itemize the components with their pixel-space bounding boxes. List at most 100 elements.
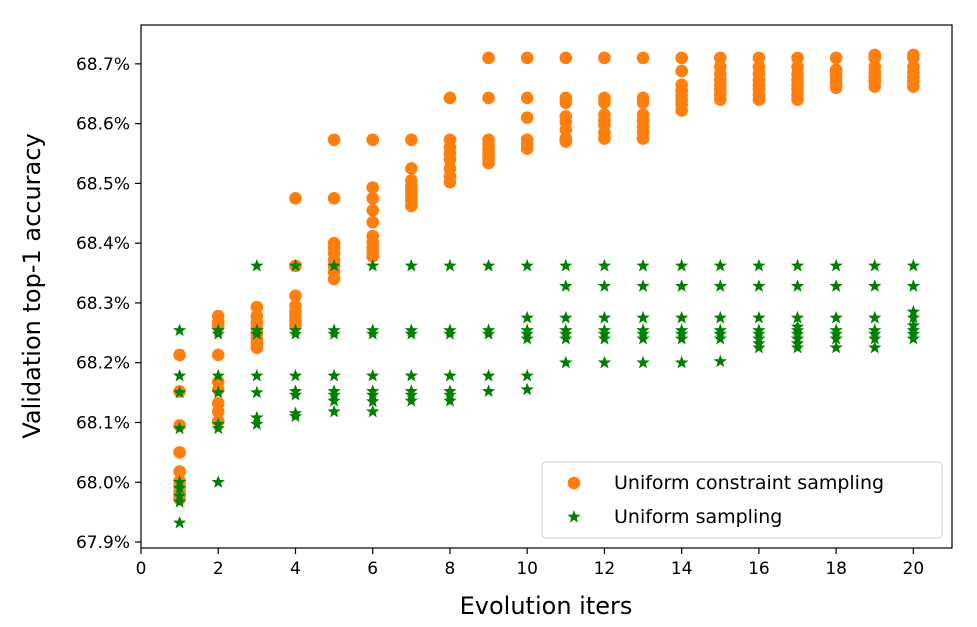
data-point	[405, 199, 418, 213]
data-point	[559, 310, 573, 324]
data-point	[211, 421, 225, 435]
data-point	[598, 96, 611, 110]
data-point	[366, 368, 380, 382]
x-tick-label: 14	[671, 559, 693, 579]
data-point	[675, 310, 689, 324]
data-point	[907, 51, 920, 65]
data-point	[288, 327, 303, 340]
data-point	[636, 96, 650, 110]
x-tick-label: 4	[290, 559, 301, 579]
x-tick-label: 10	[516, 559, 538, 579]
data-point	[288, 387, 303, 401]
data-point	[906, 258, 921, 272]
data-point	[520, 368, 534, 382]
data-point	[366, 327, 380, 340]
data-point	[404, 393, 418, 407]
data-point	[211, 475, 225, 488]
data-point	[636, 331, 650, 345]
legend-label-uniform-constraint-sampling: Uniform constraint sampling	[614, 472, 884, 494]
data-point	[906, 331, 921, 345]
data-point	[790, 279, 805, 292]
data-point	[520, 142, 534, 156]
data-point	[713, 310, 727, 324]
data-point	[250, 300, 264, 314]
data-point	[636, 258, 650, 272]
data-point	[172, 323, 187, 337]
data-point	[327, 393, 341, 407]
data-point	[636, 310, 650, 324]
data-point	[829, 310, 843, 324]
data-point	[790, 310, 805, 324]
y-tick-label: 68.1%	[76, 413, 130, 433]
legend-marker-circle	[567, 476, 581, 490]
data-point	[288, 258, 303, 272]
data-point	[327, 258, 341, 272]
data-point	[713, 51, 727, 65]
data-point	[404, 368, 418, 382]
data-point	[288, 409, 303, 423]
data-point	[443, 175, 457, 189]
data-point	[713, 279, 727, 292]
data-point	[481, 327, 496, 340]
data-point	[366, 250, 380, 263]
data-point	[366, 192, 380, 205]
data-point	[250, 258, 264, 272]
data-point	[366, 203, 380, 217]
data-point	[327, 272, 341, 286]
data-point	[906, 310, 921, 324]
data-point	[327, 192, 341, 205]
data-point	[829, 81, 843, 95]
data-point	[443, 368, 457, 382]
data-point	[675, 104, 688, 117]
data-point	[443, 258, 457, 272]
y-tick-label: 68.6%	[76, 115, 130, 135]
data-point	[366, 394, 380, 408]
data-point	[366, 133, 380, 147]
data-point	[598, 132, 611, 145]
data-point	[173, 446, 186, 459]
data-point	[327, 327, 341, 340]
data-point	[250, 385, 264, 399]
data-point	[404, 327, 418, 340]
data-point	[327, 133, 341, 147]
series-uniform-sampling	[172, 258, 921, 529]
legend-marker-star	[567, 510, 581, 523]
data-point	[868, 340, 882, 354]
data-point	[752, 340, 766, 354]
data-point	[173, 465, 186, 478]
data-point	[597, 355, 612, 369]
data-point	[752, 258, 766, 272]
data-point	[172, 494, 187, 508]
data-point	[559, 355, 573, 369]
data-point	[713, 258, 727, 272]
data-point	[752, 51, 766, 65]
legend: Uniform constraint sampling Uniform samp…	[541, 461, 943, 539]
data-point	[211, 348, 225, 362]
data-point	[713, 331, 727, 345]
data-point	[481, 368, 496, 382]
data-point	[636, 279, 650, 292]
data-point	[404, 258, 418, 272]
y-tick-label: 68.7%	[76, 55, 130, 75]
y-axis: 67.9% 68.0% 68.1% 68.2% 68.3% 68.4% 68.5% 68.6%…	[76, 55, 141, 553]
y-tick-label: 68.2%	[76, 354, 130, 374]
data-point	[520, 310, 534, 324]
data-point	[675, 64, 688, 78]
data-point	[597, 258, 612, 272]
data-point	[443, 327, 457, 340]
data-point	[675, 51, 688, 65]
data-point	[791, 51, 804, 65]
data-point	[250, 341, 264, 355]
data-point	[868, 51, 882, 65]
data-point	[636, 355, 650, 369]
data-point	[636, 51, 650, 65]
x-tick-label: 2	[213, 559, 224, 579]
data-point	[443, 153, 457, 166]
data-point	[907, 80, 920, 93]
data-point	[868, 331, 882, 345]
x-tick-label: 0	[136, 559, 147, 579]
data-point	[172, 368, 187, 382]
x-tick-label: 20	[903, 559, 925, 579]
data-point	[250, 327, 264, 340]
